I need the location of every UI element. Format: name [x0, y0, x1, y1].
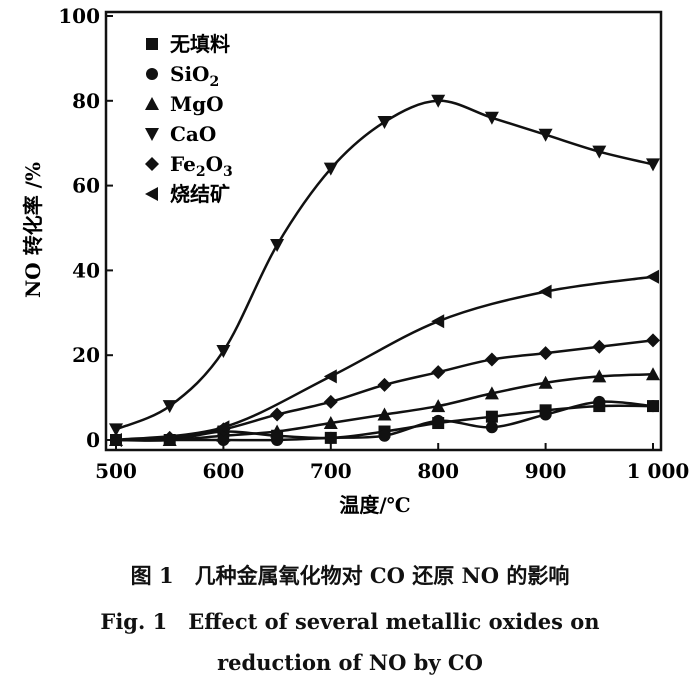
x-tick-label: 900 — [525, 459, 567, 483]
y-tick-label: 20 — [72, 343, 100, 367]
data-point-4 — [538, 346, 553, 361]
data-point-4 — [377, 377, 392, 392]
data-point-4 — [270, 407, 285, 422]
series-line-3 — [115, 99, 654, 431]
data-point-1 — [593, 395, 606, 408]
data-point-2 — [538, 375, 553, 389]
plot-frame — [104, 10, 663, 452]
data-point-3 — [377, 116, 392, 129]
data-point-2 — [484, 386, 499, 400]
data-point-5 — [323, 369, 337, 384]
data-point-3 — [323, 162, 338, 176]
data-point-1 — [324, 431, 337, 444]
legend-marker-3 — [145, 128, 159, 141]
data-point-4 — [162, 430, 177, 445]
data-point-3 — [484, 111, 499, 125]
data-point-1 — [485, 421, 498, 434]
data-point-5 — [431, 314, 445, 329]
data-point-4 — [484, 352, 499, 367]
data-point-3 — [538, 128, 553, 142]
data-point-3 — [431, 94, 446, 108]
data-point-2 — [270, 424, 285, 438]
data-point-1 — [539, 408, 552, 421]
x-tick-label: 800 — [417, 459, 459, 483]
data-point-5 — [646, 269, 659, 284]
y-tick-label: 60 — [72, 174, 100, 198]
data-point-4 — [592, 339, 607, 354]
legend-marker-2 — [145, 97, 159, 110]
data-point-5 — [109, 433, 122, 447]
data-point-4 — [323, 394, 338, 409]
x-tick-label: 1 000 — [627, 459, 690, 483]
legend-marker-0 — [146, 38, 158, 50]
legend-label-0: 无填料 — [170, 32, 230, 56]
data-point-3 — [646, 158, 660, 172]
data-point-0 — [485, 410, 498, 423]
data-point-5 — [538, 284, 552, 299]
y-tick-label: 80 — [72, 89, 100, 113]
data-point-2 — [323, 416, 338, 430]
data-point-5 — [216, 420, 230, 435]
x-tick-label: 700 — [310, 459, 352, 483]
data-point-1 — [647, 400, 659, 413]
legend-label-3: CaO — [170, 122, 216, 146]
data-point-3 — [162, 400, 177, 414]
y-tick-label: 40 — [72, 258, 100, 282]
x-axis-label: 温度/℃ — [339, 493, 410, 517]
caption-cn: 图 1 几种金属氧化物对 CO 还原 NO 的影响 — [130, 563, 570, 588]
x-tick-label: 500 — [95, 459, 137, 483]
data-point-3 — [109, 423, 123, 437]
data-point-4 — [431, 365, 446, 380]
legend-label-5: 烧结矿 — [170, 182, 230, 206]
x-tick-label: 600 — [203, 459, 245, 483]
data-point-2 — [646, 367, 660, 381]
caption-en-line2: reduction of NO by CO — [217, 650, 483, 675]
legend-label-1: SiO2 — [170, 62, 219, 90]
data-point-3 — [216, 344, 231, 358]
data-point-2 — [431, 399, 446, 413]
data-point-4 — [646, 333, 660, 348]
caption-en-line1: Fig. 1 Effect of several metallic oxides… — [100, 609, 600, 634]
data-point-2 — [377, 407, 392, 421]
data-point-1 — [432, 414, 445, 427]
legend-marker-4 — [145, 157, 159, 171]
data-point-2 — [592, 369, 607, 383]
data-point-1 — [378, 429, 391, 442]
data-point-3 — [592, 145, 607, 159]
data-point-3 — [270, 238, 285, 252]
legend-label-2: MgO — [170, 92, 224, 116]
legend-marker-1 — [146, 68, 158, 80]
y-tick-label: 100 — [58, 4, 100, 28]
chart: 500 600 700 800 900 1 000 0 20 40 60 80 100 温度/℃ NO 转… — [21, 4, 690, 517]
y-tick-label: 0 — [86, 428, 100, 452]
series-line-5 — [115, 275, 654, 442]
y-axis-label: NO 转化率 /% — [21, 162, 45, 298]
legend-label-4: Fe2O3 — [170, 152, 233, 180]
legend-marker-5 — [145, 187, 158, 201]
